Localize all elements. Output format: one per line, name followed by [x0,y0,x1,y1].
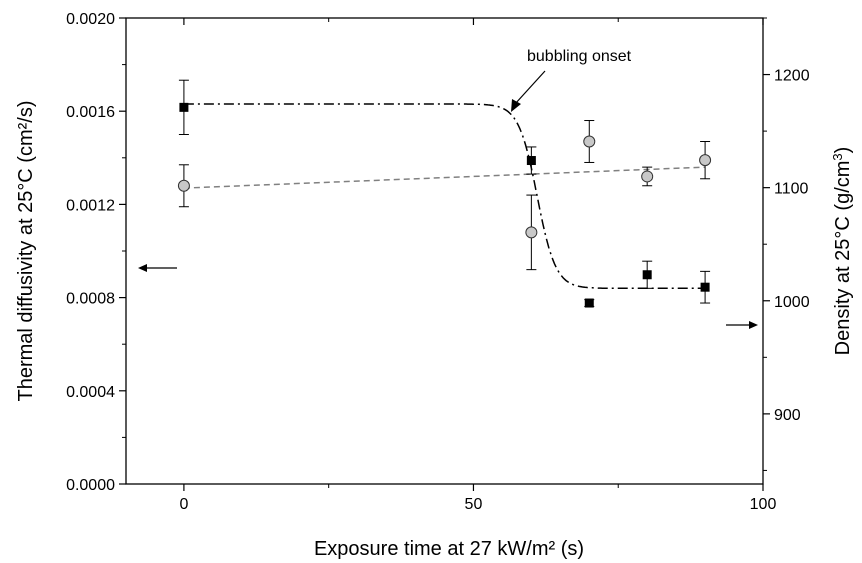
y-left-tick-label: 0.0008 [66,291,115,308]
annotations: bubbling onset [138,48,758,329]
y-axis-left-title: Thermal diffusivity at 25°C (cm²/s) [15,100,37,401]
x-axis-title: Exposure time at 27 kW/m² (s) [314,538,584,560]
y-left-tick-label: 0.0012 [66,197,115,214]
y-right-tick-label: 1000 [774,294,810,311]
y-axis-left: 0.0000 0.0004 0.0008 0.0012 0.0016 0.0020 [66,11,126,494]
density-fit-curve [183,103,706,290]
plot-frame [125,17,764,485]
diffusivity-fit-line [183,166,706,189]
plot-border [125,17,764,485]
x-tick-label: 0 [179,496,188,513]
fit-curves [183,103,706,290]
y-axis-right-title: Density at 25°C (g/cm3) [830,147,855,356]
diffusivity-point [177,179,190,192]
y-right-tick-label: 1200 [774,68,810,85]
x-tick-label: 100 [750,496,777,513]
left-axis-arrow-head [138,264,147,272]
data-series [177,79,712,308]
diffusivity-point [525,226,538,239]
y-left-tick-label: 0.0020 [66,11,115,28]
annotation-arrow-line [514,70,546,105]
y-axis-right: 900 1000 1100 1200 [763,17,810,471]
annotation-arrow-head [511,99,521,112]
y-left-tick-label: 0.0016 [66,104,115,121]
density-point [642,270,652,280]
y-right-tick-label: 1100 [774,181,809,198]
y-right-tick-label: 900 [774,407,801,424]
x-axis: 0 50 100 [179,18,776,513]
density-point [584,298,594,308]
right-axis-arrow-head [749,321,758,329]
density-point [700,282,710,292]
y-left-tick-label: 0.0004 [66,384,115,401]
diffusivity-point [583,135,596,148]
density-point [526,156,536,166]
diffusivity-point [641,170,654,183]
y-left-tick-label: 0.0000 [66,477,115,494]
density-point [179,102,189,112]
x-tick-label: 50 [465,496,483,513]
diffusivity-point [699,154,712,167]
annotation-bubbling-onset: bubbling onset [527,48,632,65]
